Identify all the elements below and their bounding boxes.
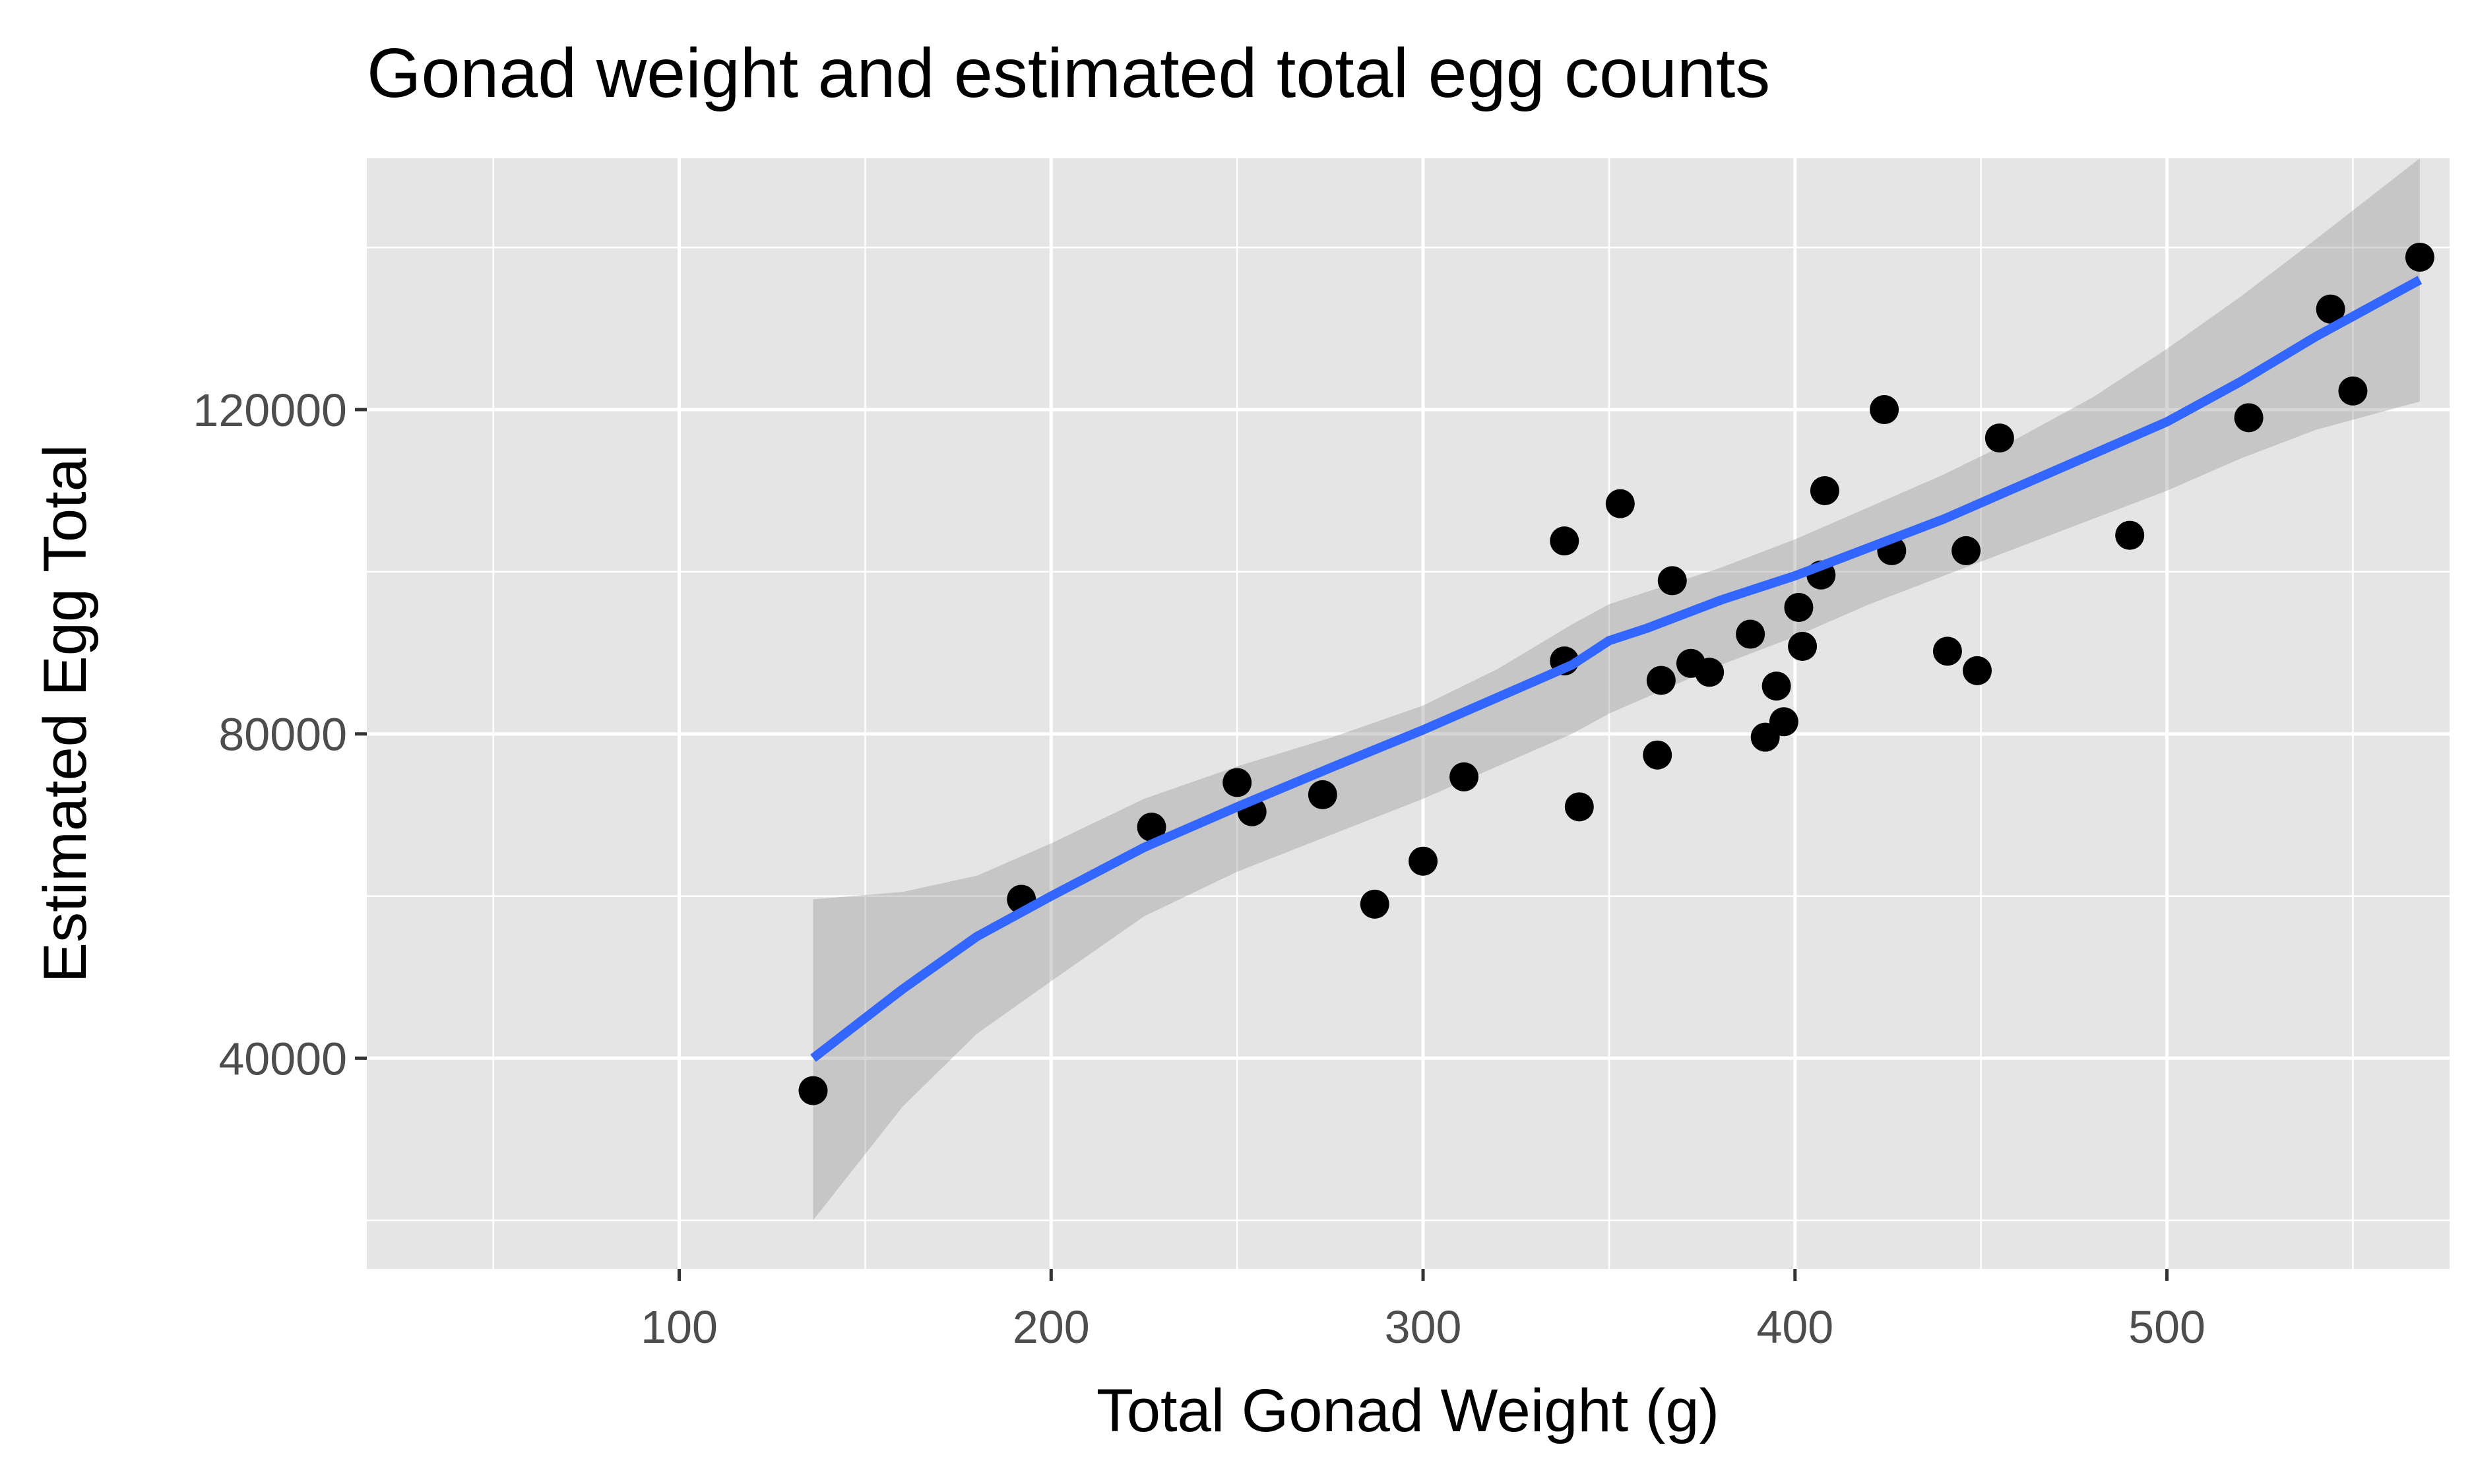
- data-point: [1222, 768, 1252, 797]
- data-point: [798, 1076, 828, 1105]
- data-point: [1784, 592, 1814, 622]
- data-point: [2115, 520, 2145, 550]
- data-point: [1761, 671, 1791, 701]
- data-point: [1769, 707, 1798, 737]
- data-point: [1932, 636, 1962, 666]
- data-point: [1449, 762, 1479, 791]
- y-tick-label: 40000: [218, 1033, 347, 1084]
- data-point: [1984, 423, 2014, 453]
- data-point: [1643, 740, 1672, 770]
- x-tick-label: 300: [1385, 1301, 1462, 1353]
- data-point: [1360, 889, 1389, 919]
- confidence-band-layer: [813, 158, 2420, 1221]
- smooth-line-layer: [810, 276, 2423, 1062]
- data-point: [1409, 846, 1438, 876]
- data-point: [1605, 489, 1635, 518]
- data-point: [1963, 656, 1992, 685]
- data-point: [1695, 658, 1725, 687]
- data-point: [2405, 242, 2434, 272]
- data-point: [1657, 566, 1687, 596]
- y-axis: 40000 80000 120000: [193, 385, 367, 1084]
- x-tick-label: 100: [641, 1301, 718, 1353]
- chart-title: Gonad weight and estimated total egg cou…: [367, 34, 1770, 112]
- plot-panel: [367, 158, 2450, 1269]
- x-axis: 100 200 300 400 500: [641, 1269, 2205, 1353]
- x-axis-title: Total Gonad Weight (g): [1096, 1377, 1719, 1444]
- data-point: [2316, 294, 2345, 324]
- data-point: [1788, 631, 1818, 661]
- data-point: [1810, 476, 1839, 505]
- data-point: [1951, 536, 1981, 565]
- x-tick-label: 500: [2128, 1301, 2205, 1353]
- y-axis-title: Estimated Egg Total: [32, 445, 99, 983]
- data-point: [1137, 813, 1166, 842]
- data-point: [1308, 780, 1337, 809]
- data-point: [1870, 395, 1899, 425]
- data-point: [1736, 619, 1765, 649]
- data-point: [2234, 403, 2264, 433]
- y-tick-label: 120000: [193, 385, 347, 436]
- smooth-line: [810, 276, 2423, 1062]
- y-tick-label: 80000: [218, 709, 347, 760]
- confidence-band: [813, 158, 2420, 1221]
- x-tick-label: 200: [1013, 1301, 1090, 1353]
- minor-gridlines: [367, 158, 2450, 1269]
- data-point: [1646, 665, 1676, 695]
- data-point: [1550, 526, 1579, 556]
- x-tick-label: 400: [1756, 1301, 1833, 1353]
- data-point: [1564, 792, 1594, 822]
- data-point: [2338, 376, 2368, 406]
